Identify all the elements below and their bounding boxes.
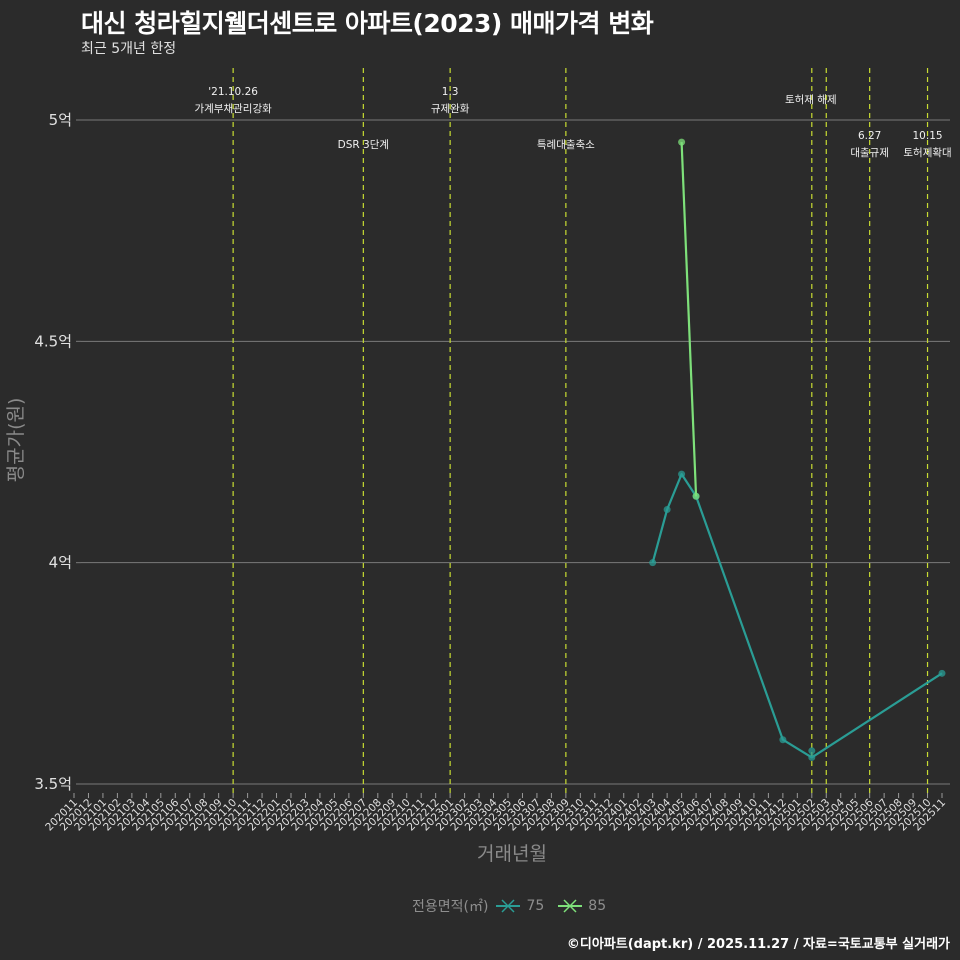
event-annotation: 특례대출축소 xyxy=(537,139,595,151)
y-tick-label: 4억 xyxy=(49,554,72,572)
source-caption: ©디아파트(dapt.kr) / 2025.11.27 / 자료=국토교통부 실… xyxy=(566,937,950,952)
event-annotation: '21.10.26 xyxy=(208,86,258,98)
chart-subtitle: 최근 5개년 한정 xyxy=(81,41,177,57)
legend-key-75-icon xyxy=(496,898,521,914)
event-annotation: 6.27 xyxy=(858,130,881,142)
event-annotation: 규제완화 xyxy=(431,102,470,115)
y-tick-label: 5억 xyxy=(49,111,72,129)
data-point xyxy=(808,753,816,761)
event-annotation: 토허제 해제 xyxy=(785,93,837,106)
y-tick-label: 3.5억 xyxy=(34,775,72,793)
y-axis-title: 평균가(원) xyxy=(5,398,27,483)
line-chart: 3.5억4억4.5억5억2020112020122021012021022021… xyxy=(5,68,952,865)
data-point xyxy=(938,669,946,677)
x-axis-title: 거래년월 xyxy=(477,843,547,865)
event-annotation: 대출규제 xyxy=(850,147,889,159)
data-point xyxy=(663,506,671,514)
legend-key-85-icon xyxy=(558,898,583,914)
legend-label-85: 85 xyxy=(588,898,607,914)
chart-title: 대신 청라힐지웰더센트로 아파트(2023) 매매가격 변화 xyxy=(81,9,654,38)
data-point xyxy=(649,559,657,567)
series-line-75 xyxy=(651,473,943,759)
legend-title: 전용면적(㎡) xyxy=(412,899,489,915)
legend: 전용면적(㎡) 75 85 xyxy=(412,896,606,916)
event-annotation: 10.15 xyxy=(913,130,943,142)
data-point xyxy=(678,138,686,146)
y-tick-label: 4.5억 xyxy=(34,332,72,350)
legend-label-75: 75 xyxy=(526,898,545,914)
data-point xyxy=(678,470,686,478)
event-annotation: 1.3 xyxy=(442,86,459,98)
data-point xyxy=(808,747,816,755)
data-point xyxy=(692,492,700,500)
event-annotation: 가계부채관리강화 xyxy=(194,103,272,115)
series-line-85 xyxy=(680,142,698,497)
event-annotation: 토허제확대 xyxy=(903,146,951,159)
data-point xyxy=(779,736,787,744)
event-annotation: DSR 3단계 xyxy=(338,139,389,151)
